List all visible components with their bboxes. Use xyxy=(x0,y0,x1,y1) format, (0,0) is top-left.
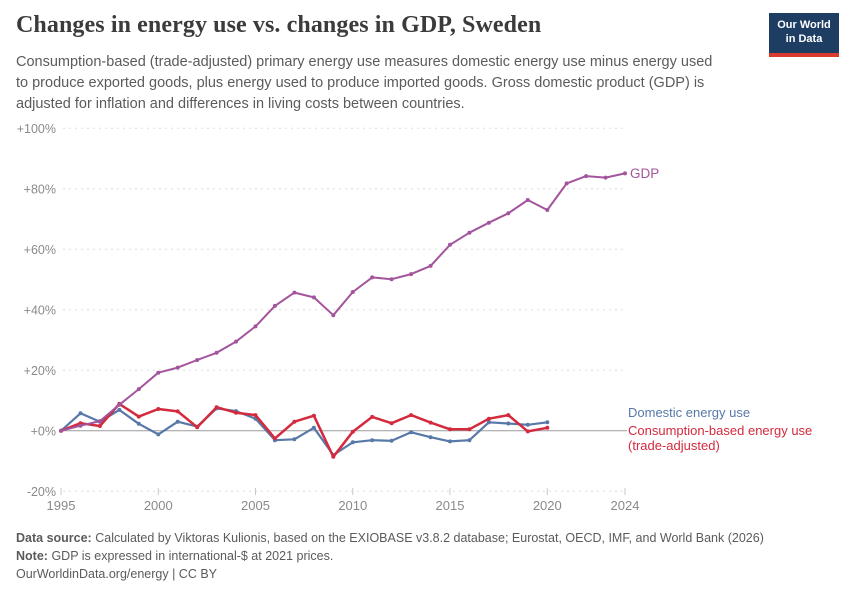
svg-text:+80%: +80% xyxy=(24,182,56,196)
consumption-energy-series-label-line1: Consumption-based energy use xyxy=(628,423,813,438)
svg-text:1995: 1995 xyxy=(47,498,76,513)
consumption-energy-series-label-line2: (trade-adjusted) xyxy=(628,438,720,453)
note-label: Note: xyxy=(16,549,48,563)
svg-text:2024: 2024 xyxy=(611,498,640,513)
page-title: Changes in energy use vs. changes in GDP… xyxy=(16,12,542,38)
note-line: Note: GDP is expressed in international-… xyxy=(16,547,836,565)
data-source-label: Data source: xyxy=(16,531,92,545)
svg-text:2020: 2020 xyxy=(533,498,562,513)
data-source-line: Data source: Calculated by Viktoras Kuli… xyxy=(16,529,836,547)
svg-text:+40%: +40% xyxy=(24,303,56,317)
svg-text:2010: 2010 xyxy=(338,498,367,513)
consumption-energy-series-label: Consumption-based energy use (trade-adju… xyxy=(628,423,812,453)
svg-text:+100%: +100% xyxy=(17,122,56,136)
owid-logo: Our World in Data xyxy=(769,13,839,57)
domestic-energy-series-label: Domestic energy use xyxy=(628,405,751,420)
credit-line[interactable]: OurWorldinData.org/energy | CC BY xyxy=(16,567,218,581)
svg-text:2005: 2005 xyxy=(241,498,270,513)
svg-text:2000: 2000 xyxy=(144,498,173,513)
owid-logo-line1: Our World xyxy=(777,19,831,31)
owid-logo-line2: in Data xyxy=(785,33,823,46)
gdp-series-label: GDP xyxy=(630,166,660,181)
svg-text:+20%: +20% xyxy=(24,364,56,378)
svg-text:+60%: +60% xyxy=(24,243,56,257)
svg-text:2015: 2015 xyxy=(436,498,465,513)
data-source-text: Calculated by Viktoras Kulionis, based o… xyxy=(95,531,764,545)
svg-text:+0%: +0% xyxy=(31,424,56,438)
chart-subtitle: Consumption-based (trade-adjusted) prima… xyxy=(16,54,713,113)
chart-footer: Data source: Calculated by Viktoras Kuli… xyxy=(16,529,836,583)
note-text: GDP is expressed in international-$ at 2… xyxy=(51,549,334,563)
svg-text:-20%: -20% xyxy=(27,485,56,499)
